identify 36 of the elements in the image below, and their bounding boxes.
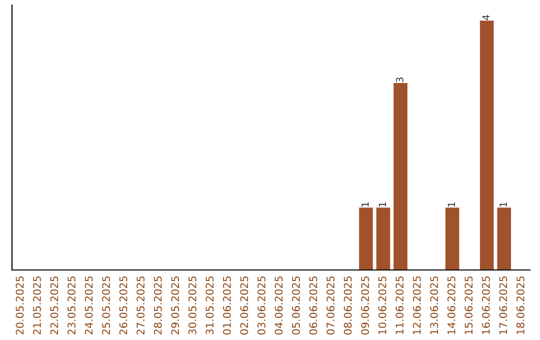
data-label: 4	[482, 14, 490, 20]
x-tick-label: 21.05.2025	[33, 276, 41, 334]
x-tick-label: 18.06.2025	[516, 276, 524, 334]
x-tick-label: 29.05.2025	[171, 276, 180, 334]
x-tick-label: 07.06.2025	[326, 276, 334, 335]
x-tick-label: 28.05.2025	[154, 276, 162, 334]
x-tick-label: 10.06.2025	[378, 276, 386, 334]
x-tick-label: 06.06.2025	[309, 276, 318, 335]
x-tick-label: 03.06.2025	[258, 276, 266, 335]
x-tick-label: 09.06.2025	[361, 276, 369, 335]
data-label: 1	[378, 202, 386, 207]
x-tick-label: 02.06.2025	[240, 276, 248, 335]
x-tick-label: 05.06.2025	[292, 276, 300, 335]
x-tick-label: 01.06.2025	[222, 276, 231, 335]
x-tick-label: 04.06.2025	[274, 276, 283, 335]
x-tick-label: 26.05.2025	[119, 276, 128, 334]
x-tick-label: 13.06.2025	[430, 276, 438, 334]
x-tick-label: 22.05.2025	[50, 276, 58, 334]
x-tick-label: 20.05.2025	[16, 276, 24, 334]
x-tick-label: 31.05.2025	[206, 276, 214, 334]
x-tick-label: 08.06.2025	[344, 276, 352, 335]
x-tick-label: 27.05.2025	[136, 276, 145, 334]
x-tick-label: 15.06.2025	[464, 276, 473, 334]
x-tick-label: 24.05.2025	[84, 276, 93, 334]
x-tick-label: 17.06.2025	[499, 276, 508, 334]
data-label: 3	[396, 78, 404, 82]
x-tick-label: 11.06.2025	[396, 276, 404, 334]
x-tick-label: 16.06.2025	[482, 276, 490, 334]
x-tick-label: 23.05.2025	[68, 276, 76, 334]
x-tick-label: 30.05.2025	[188, 276, 196, 334]
data-label: 1	[500, 202, 507, 207]
data-label: 1	[362, 202, 369, 207]
x-tick-label: 12.06.2025	[412, 276, 421, 334]
x-tick-label: 14.06.2025	[447, 276, 456, 334]
data-label: 1	[448, 202, 455, 207]
x-tick-label: 25.05.2025	[102, 276, 110, 334]
